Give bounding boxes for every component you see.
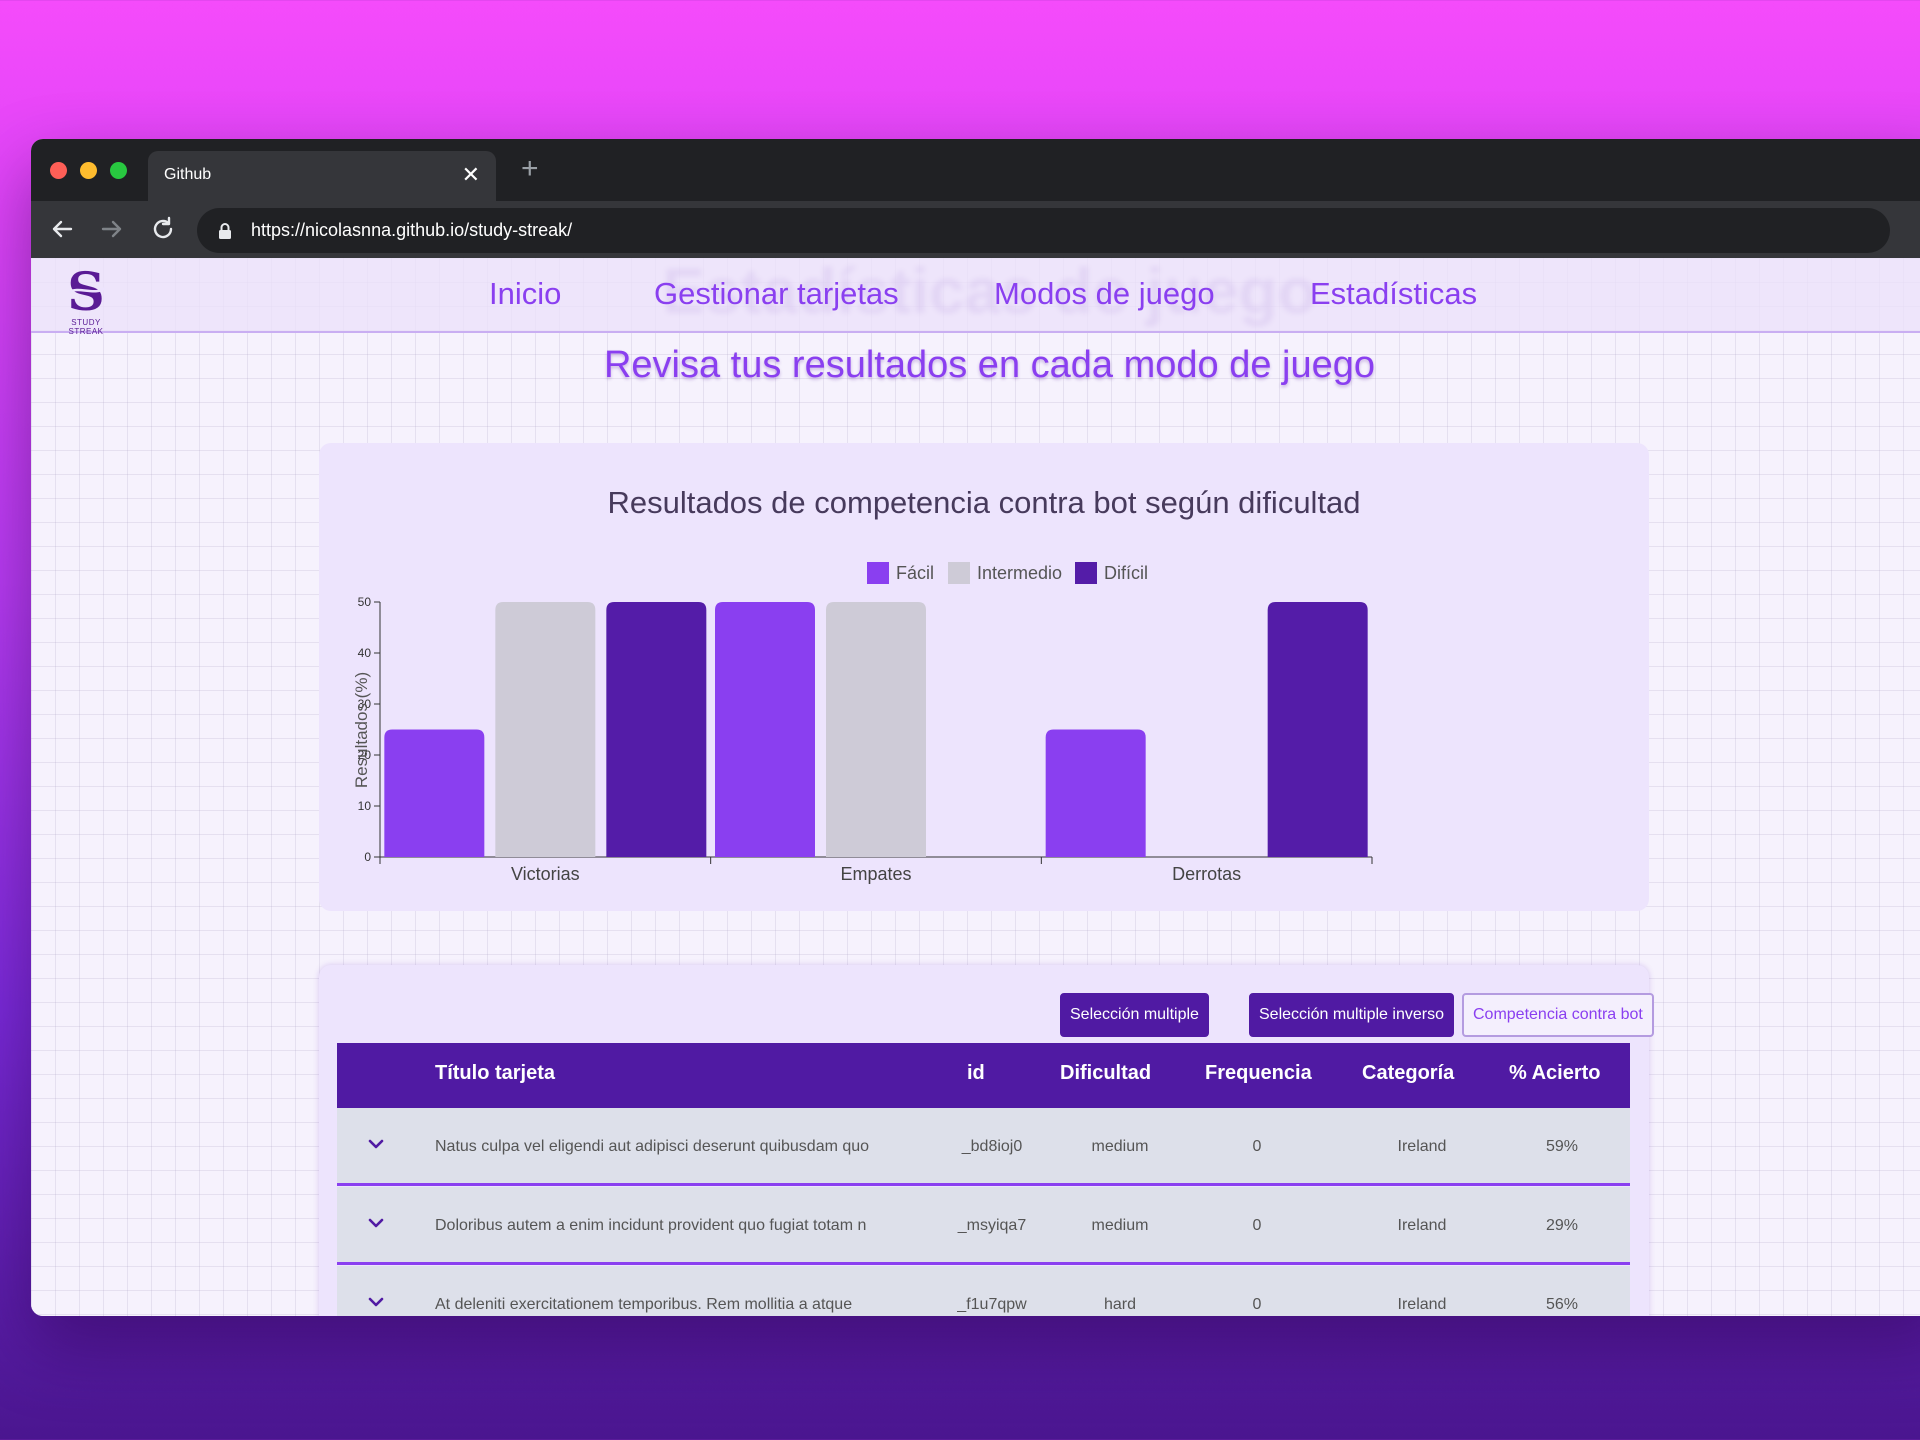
cell-title: Doloribus autem a enim incidunt providen… [435,1217,867,1234]
legend-item-dificil[interactable]: Difícil [1075,561,1148,585]
cell-category: Ireland [1397,1296,1447,1313]
table-row[interactable]: Natus culpa vel eligendi aut adipisci de… [337,1108,1630,1186]
study-streak-logo[interactable]: S STUDY STREAK [55,262,117,336]
cell-id: _msyiqa7 [957,1217,1027,1234]
legend-swatch-intermedio [948,562,970,584]
tab-title: Github [164,166,212,183]
cell-frequency: 0 [1252,1217,1262,1234]
address-bar: https://nicolasnna.github.io/study-strea… [31,201,1920,258]
chevron-down-icon[interactable] [367,1138,385,1150]
page-content: Estadísticas de juego S STUDY STREAK Ini… [31,258,1920,1316]
chart-legend: Fácil Intermedio Difícil [319,561,1649,585]
y-tick-label: 0 [364,850,371,864]
new-tab-icon[interactable]: + [521,152,539,185]
legend-label-facil: Fácil [896,562,935,583]
chevron-down-icon[interactable] [367,1217,385,1229]
browser-tab-strip: Github ✕ + [31,139,1920,203]
url-field[interactable]: https://nicolasnna.github.io/study-strea… [197,208,1890,253]
legend-label-dificil: Difícil [1104,562,1148,583]
header-id[interactable]: id [967,1062,985,1084]
header-categoria[interactable]: Categoría [1362,1062,1455,1084]
x-tick-label: Derrotas [1172,864,1241,884]
bar [1267,602,1368,857]
legend-label-intermedio: Intermedio [977,562,1063,583]
cell-difficulty: medium [1091,1138,1149,1155]
nav-link-gestionar-tarjetas[interactable]: Gestionar tarjetas [654,276,899,311]
bar [715,602,815,857]
bar [495,602,596,857]
close-tab-icon[interactable]: ✕ [461,162,480,187]
cell-title: Natus culpa vel eligendi aut adipisci de… [435,1138,870,1155]
x-tick-label: Empates [840,864,911,884]
cell-category: Ireland [1397,1217,1447,1234]
back-arrow-icon[interactable] [47,214,77,244]
header-acierto[interactable]: % Acierto [1509,1062,1601,1084]
svg-text:S: S [67,262,105,318]
x-tick-label: Victorias [511,864,580,884]
y-tick-label: 30 [358,697,372,711]
logo-s-icon: S [67,262,106,323]
browser-tab[interactable]: Github ✕ [148,151,496,203]
nav-link-estadisticas[interactable]: Estadísticas [1310,276,1478,311]
chevron-down-icon[interactable] [367,1296,385,1308]
chart-card: Resultados de competencia contra bot seg… [319,443,1649,911]
minimize-window-button[interactable] [80,162,97,179]
legend-swatch-dificil [1075,562,1097,584]
cell-frequency: 0 [1252,1296,1262,1313]
mode-button-seleccion-multiple-inverso[interactable]: Selección multiple inverso [1249,993,1454,1037]
results-table-card: Selección multiple Selección multiple in… [319,965,1654,1316]
reload-icon[interactable] [148,214,178,244]
maximize-window-button[interactable] [110,162,127,179]
lock-icon [219,223,231,239]
cell-title: At deleniti exercitationem temporibus. R… [435,1296,853,1313]
chart-title: Resultados de competencia contra bot seg… [607,485,1361,520]
table-row[interactable]: Doloribus autem a enim incidunt providen… [337,1187,1630,1265]
y-tick-label: 20 [358,748,372,762]
y-tick-label: 50 [358,595,372,609]
table-header: Título tarjeta id Dificultad Frequencia … [337,1043,1630,1108]
cell-id: _f1u7qpw [957,1296,1027,1313]
y-tick-label: 10 [358,799,372,813]
nav-link-modos-de-juego[interactable]: Modos de juego [994,276,1215,311]
legend-item-facil[interactable]: Fácil [867,561,934,585]
cell-id: _bd8ioj0 [961,1138,1023,1155]
forward-arrow-icon[interactable] [97,214,127,244]
url-text: https://nicolasnna.github.io/study-strea… [251,220,573,240]
nav-link-inicio[interactable]: Inicio [489,276,562,311]
bar [384,729,485,857]
bar [1045,729,1146,857]
site-navbar: S STUDY STREAK Inicio Gestionar tarjetas… [31,258,1920,336]
browser-window: Github ✕ + https://nicolasnna.github.io/… [31,139,1920,1316]
header-dificultad[interactable]: Dificultad [1060,1062,1152,1084]
y-axis-label: Resultados (%) [352,672,371,788]
cell-difficulty: hard [1103,1296,1137,1313]
cell-accuracy: 56% [1545,1296,1579,1313]
logo-text: STUDY STREAK [68,318,104,336]
bar [826,602,926,857]
legend-item-intermedio[interactable]: Intermedio [948,561,1062,585]
header-titulo-tarjeta[interactable]: Título tarjeta [435,1062,556,1084]
close-window-button[interactable] [50,162,67,179]
mode-button-seleccion-multiple[interactable]: Selección multiple [1060,993,1209,1037]
bar [606,602,707,857]
mode-button-competencia-contra-bot[interactable]: Competencia contra bot [1462,993,1654,1037]
page-subtitle: Revisa tus resultados en cada modo de ju… [603,344,1376,386]
cell-frequency: 0 [1252,1138,1262,1155]
header-frequencia[interactable]: Frequencia [1205,1062,1312,1084]
cell-difficulty: medium [1091,1217,1149,1234]
cell-accuracy: 29% [1545,1217,1579,1234]
legend-swatch-facil [867,562,889,584]
cell-category: Ireland [1397,1138,1447,1155]
y-tick-label: 40 [358,646,372,660]
bar-chart: 0 10 20 30 40 50 Resultados (%) Victorias Empate… [352,595,1373,884]
table-row[interactable]: At deleniti exercitationem temporibus. R… [337,1266,1630,1316]
cell-accuracy: 59% [1545,1138,1579,1155]
